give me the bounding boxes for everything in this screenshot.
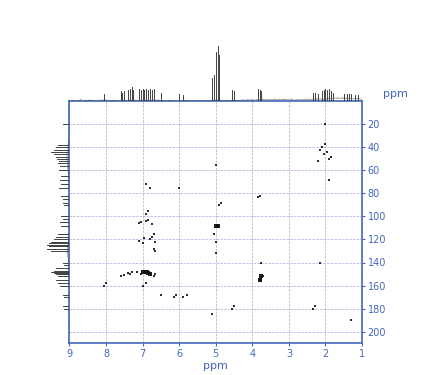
X-axis label: ppm: ppm [203, 362, 228, 372]
Text: ppm: ppm [383, 89, 408, 99]
